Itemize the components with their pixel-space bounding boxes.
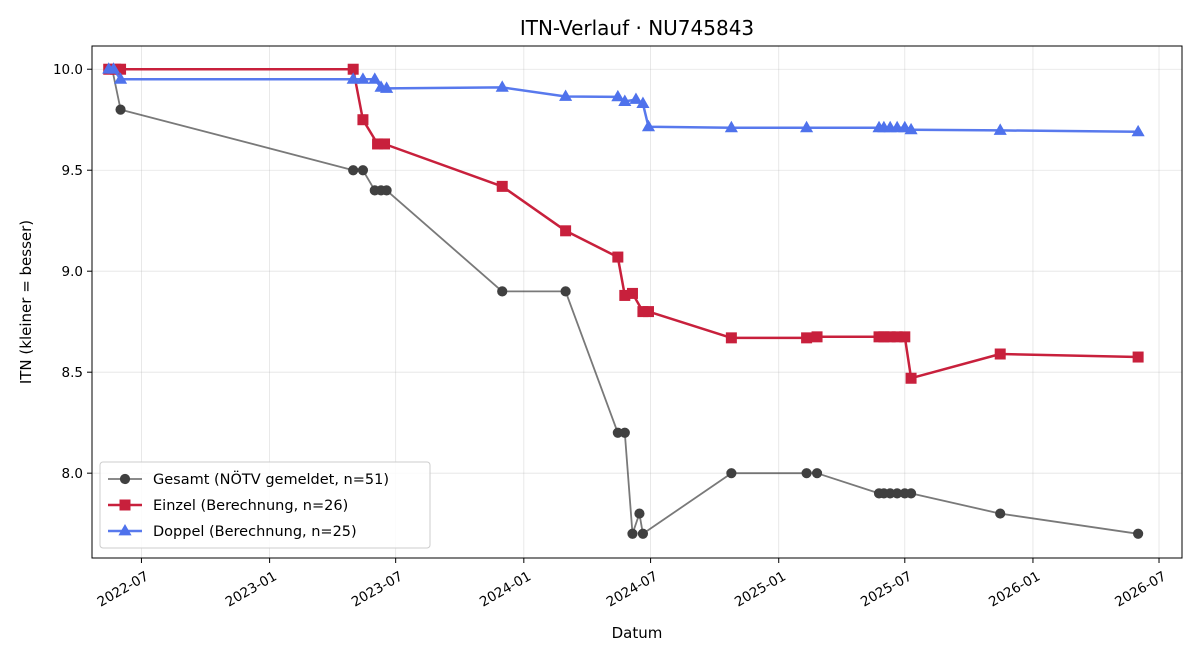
data-point	[905, 488, 917, 499]
data-point	[618, 94, 632, 106]
data-point	[642, 306, 654, 318]
y-tick-label: 9.5	[62, 163, 83, 179]
data-point	[811, 468, 823, 479]
data-point	[626, 287, 638, 299]
x-axis-ticks: 2022-07 2023-01 2023-07 2024-01 2024-07 2025-…	[95, 558, 1169, 610]
x-tick-label: 2025-07	[858, 568, 915, 610]
data-point	[381, 185, 392, 196]
data-point	[357, 165, 369, 176]
grid	[92, 46, 1182, 558]
data-point	[1131, 124, 1145, 137]
legend-marker	[119, 499, 131, 511]
legend-marker	[119, 473, 131, 485]
data-point	[636, 96, 650, 108]
data-point	[559, 89, 573, 101]
series-layer	[102, 62, 1145, 539]
data-point	[641, 119, 656, 132]
data-point	[357, 114, 369, 126]
legend-marker	[118, 523, 132, 536]
data-point	[995, 508, 1006, 519]
data-point	[356, 72, 370, 84]
x-tick-label: 2024-07	[604, 568, 661, 610]
data-point	[904, 122, 918, 135]
data-point	[627, 528, 638, 539]
y-tick-label: 10.0	[53, 62, 83, 78]
legend-label: Gesamt (NÖTV gemeldet, n=51)	[153, 470, 389, 488]
data-point	[637, 528, 649, 539]
x-tick-label: 2022-07	[95, 568, 152, 610]
y-tick-label: 9.0	[62, 264, 83, 280]
data-point	[113, 72, 128, 84]
legend-item-2: Einzel (Berechnung, n=26)	[108, 498, 348, 514]
x-tick-label: 2023-01	[223, 568, 280, 610]
data-point	[994, 348, 1006, 360]
data-point	[497, 286, 508, 297]
data-point	[348, 165, 359, 176]
data-point	[634, 508, 645, 519]
data-point	[496, 180, 508, 192]
data-point	[724, 120, 738, 133]
data-point	[107, 62, 121, 74]
data-point	[379, 138, 391, 150]
series-line	[108, 67, 1139, 380]
data-point	[368, 72, 382, 84]
data-point	[811, 331, 823, 343]
data-point	[115, 104, 126, 115]
series-1	[103, 64, 1144, 539]
data-point	[619, 427, 630, 438]
y-tick-label: 8.0	[62, 466, 83, 482]
data-point	[899, 331, 911, 343]
x-axis-label: Datum	[612, 624, 663, 642]
data-point	[612, 251, 624, 263]
data-point	[800, 120, 814, 133]
series-3	[102, 62, 1145, 137]
chart-title: ITN-Verlauf · NU745843	[520, 16, 754, 40]
x-tick-label: 2024-01	[477, 568, 534, 610]
data-point	[801, 332, 813, 344]
x-tick-label: 2026-07	[1112, 568, 1169, 610]
data-point	[380, 81, 394, 93]
data-point	[560, 225, 572, 237]
legend-item-1: Gesamt (NÖTV gemeldet, n=51)	[108, 470, 389, 488]
y-tick-label: 8.5	[62, 365, 83, 381]
data-point	[560, 286, 571, 297]
legend-item-3: Doppel (Berechnung, n=25)	[108, 523, 357, 540]
data-point	[611, 89, 625, 102]
data-point	[726, 468, 737, 479]
legend: Gesamt (NÖTV gemeldet, n=51) Einzel (Bere…	[99, 461, 431, 549]
data-point	[1132, 351, 1144, 363]
data-point	[346, 72, 360, 84]
series-2	[103, 63, 1144, 384]
data-point	[905, 372, 917, 384]
x-tick-label: 2026-01	[986, 568, 1043, 610]
data-point	[1133, 528, 1144, 539]
y-axis-ticks: 8.0 8.5 9.0 9.5 10.0	[53, 62, 92, 482]
data-point	[725, 332, 737, 344]
data-point	[993, 123, 1007, 135]
x-tick-label: 2023-07	[349, 568, 406, 610]
plot-frame	[91, 45, 1183, 559]
data-point	[801, 468, 812, 479]
y-axis-label: ITN (kleiner = besser)	[17, 220, 35, 384]
x-tick-label: 2025-01	[732, 568, 789, 610]
legend-label: Doppel (Berechnung, n=25)	[153, 524, 357, 540]
data-point	[629, 92, 643, 104]
legend-label: Einzel (Berechnung, n=26)	[153, 498, 348, 514]
legend-frame	[99, 461, 431, 549]
data-point	[495, 80, 509, 92]
